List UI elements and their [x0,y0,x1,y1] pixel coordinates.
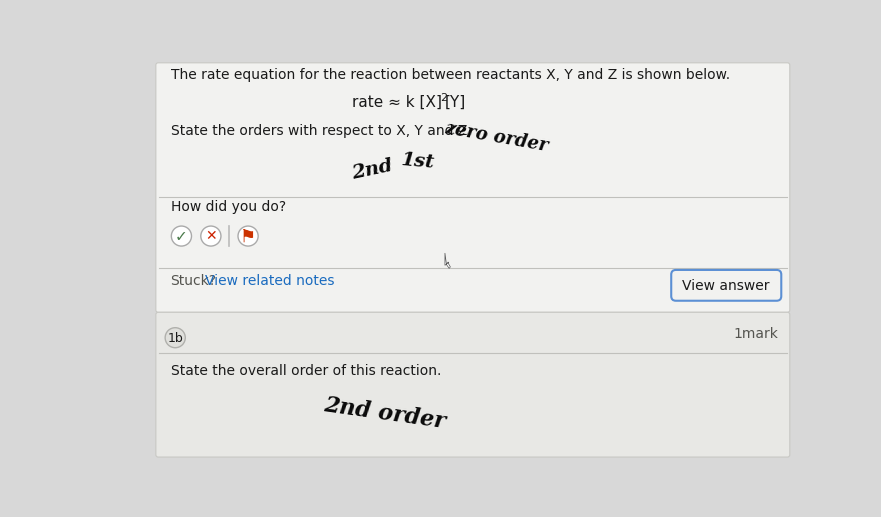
Circle shape [238,226,258,246]
Text: View related notes: View related notes [205,275,335,288]
Text: Stuck?: Stuck? [171,275,217,288]
Text: State the overall order of this reaction.: State the overall order of this reaction… [171,363,441,377]
Text: 2: 2 [440,93,448,103]
FancyBboxPatch shape [156,312,789,457]
Text: ✓: ✓ [175,229,188,244]
Circle shape [171,226,191,246]
Text: 1st: 1st [401,151,436,172]
Circle shape [165,328,185,348]
Polygon shape [445,253,450,268]
Text: [Y]: [Y] [445,95,466,110]
Text: State the orders with respect to X, Y and Z.: State the orders with respect to X, Y an… [171,124,471,138]
Text: How did you do?: How did you do? [171,201,285,215]
Text: ✕: ✕ [205,230,217,244]
Text: 2nd order: 2nd order [322,394,448,433]
Text: rate ≈ k [X]: rate ≈ k [X] [352,95,442,110]
Text: ⚑: ⚑ [240,228,256,246]
Text: 2nd: 2nd [351,157,395,183]
Circle shape [201,226,221,246]
Text: The rate equation for the reaction between reactants X, Y and Z is shown below.: The rate equation for the reaction betwe… [171,68,729,82]
Text: 1mark: 1mark [733,327,778,341]
FancyBboxPatch shape [671,270,781,301]
Text: 1b: 1b [167,331,183,345]
Text: View answer: View answer [683,279,770,293]
FancyBboxPatch shape [156,63,789,312]
Text: zero order: zero order [443,119,550,155]
